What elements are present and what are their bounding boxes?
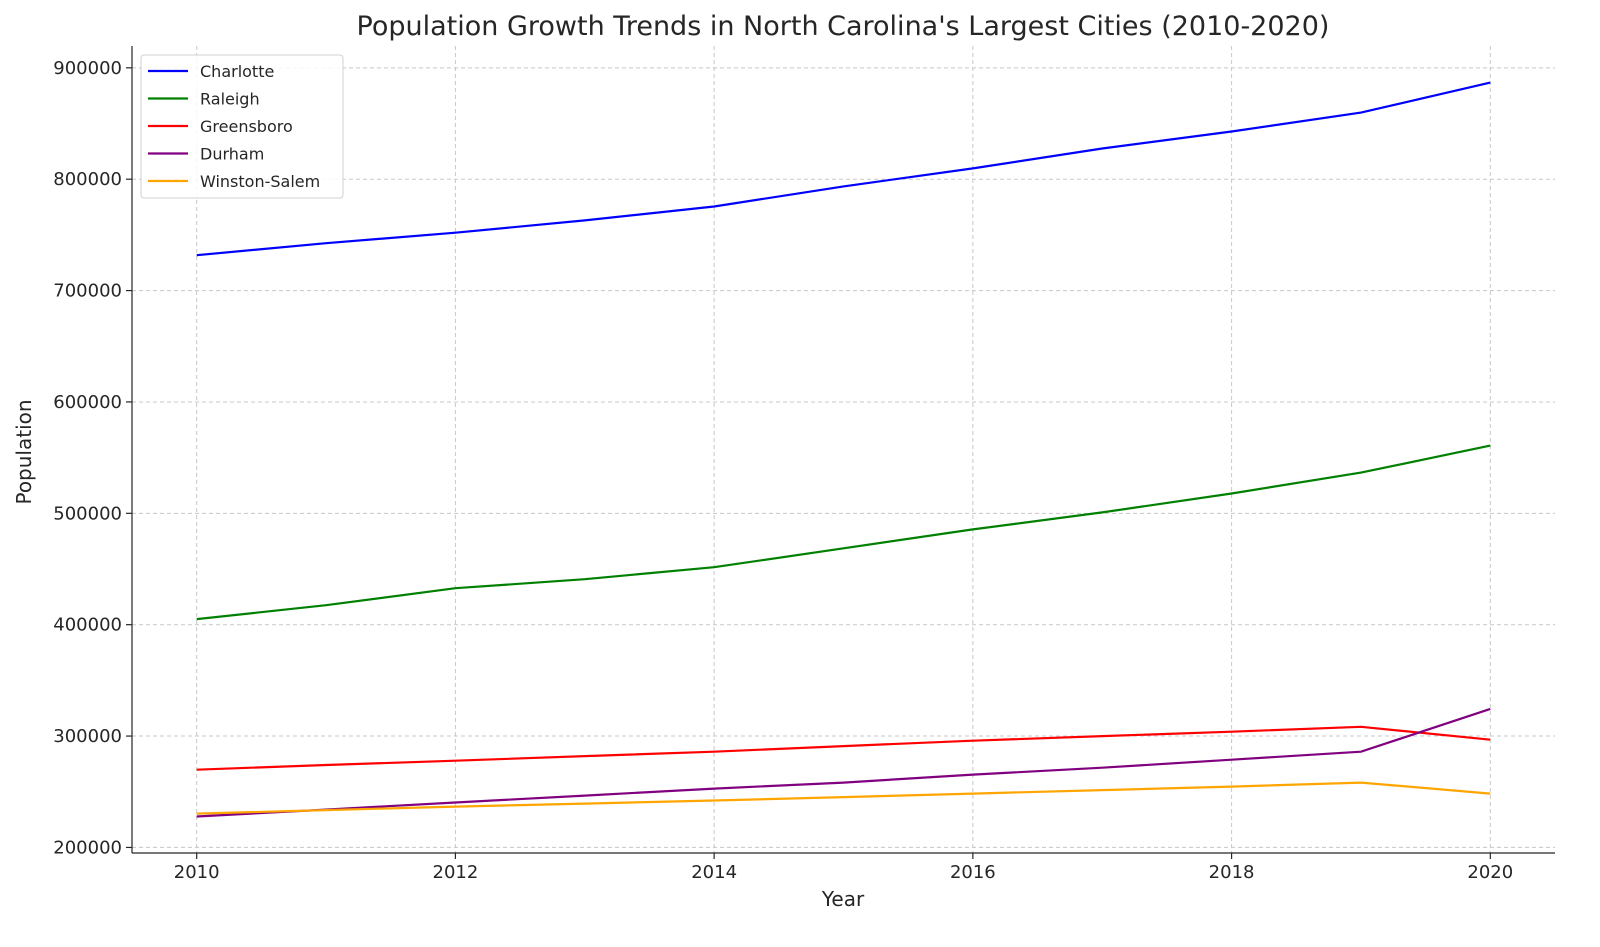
series-line-greensboro bbox=[196, 725, 1491, 771]
series-line-winston-salem bbox=[196, 781, 1491, 815]
x-tick-label: 2012 bbox=[433, 862, 479, 883]
x-tick-label: 2018 bbox=[1209, 862, 1255, 883]
x-axis-label: Year bbox=[821, 887, 865, 911]
legend-label: Durham bbox=[200, 145, 264, 164]
y-tick-label: 900000 bbox=[53, 58, 122, 79]
y-tick-label: 400000 bbox=[53, 615, 122, 636]
y-tick-label: 300000 bbox=[53, 726, 122, 747]
axes: 2010 2012 2014 2016 2018 2020 200000 300000 4000… bbox=[53, 46, 1555, 883]
x-tick-label: 2010 bbox=[174, 862, 220, 883]
x-tick-label: 2016 bbox=[950, 862, 996, 883]
series-line-raleigh bbox=[196, 444, 1491, 621]
legend-label: Greensboro bbox=[200, 117, 293, 136]
legend-label: Charlotte bbox=[200, 62, 274, 81]
series-line-charlotte bbox=[196, 81, 1491, 257]
y-tick-label: 600000 bbox=[53, 392, 122, 413]
legend: Charlotte Raleigh Greensboro Durham Winston-… bbox=[140, 54, 344, 199]
chart-title: Population Growth Trends in North Caroli… bbox=[357, 11, 1330, 42]
grid bbox=[132, 46, 1555, 853]
x-tick-label: 2014 bbox=[691, 862, 737, 883]
legend-label: Raleigh bbox=[200, 90, 260, 109]
legend-label: Winston-Salem bbox=[200, 172, 320, 191]
y-tick-label: 800000 bbox=[53, 169, 122, 190]
y-tick-label: 200000 bbox=[53, 837, 122, 858]
x-tick-label: 2020 bbox=[1467, 862, 1513, 883]
series-line-durham bbox=[196, 707, 1491, 818]
legend-box bbox=[140, 54, 344, 199]
series-lines bbox=[196, 81, 1491, 818]
y-axis-label: Population bbox=[12, 399, 36, 504]
y-tick-label: 500000 bbox=[53, 503, 122, 524]
y-tick-label: 700000 bbox=[53, 281, 122, 302]
